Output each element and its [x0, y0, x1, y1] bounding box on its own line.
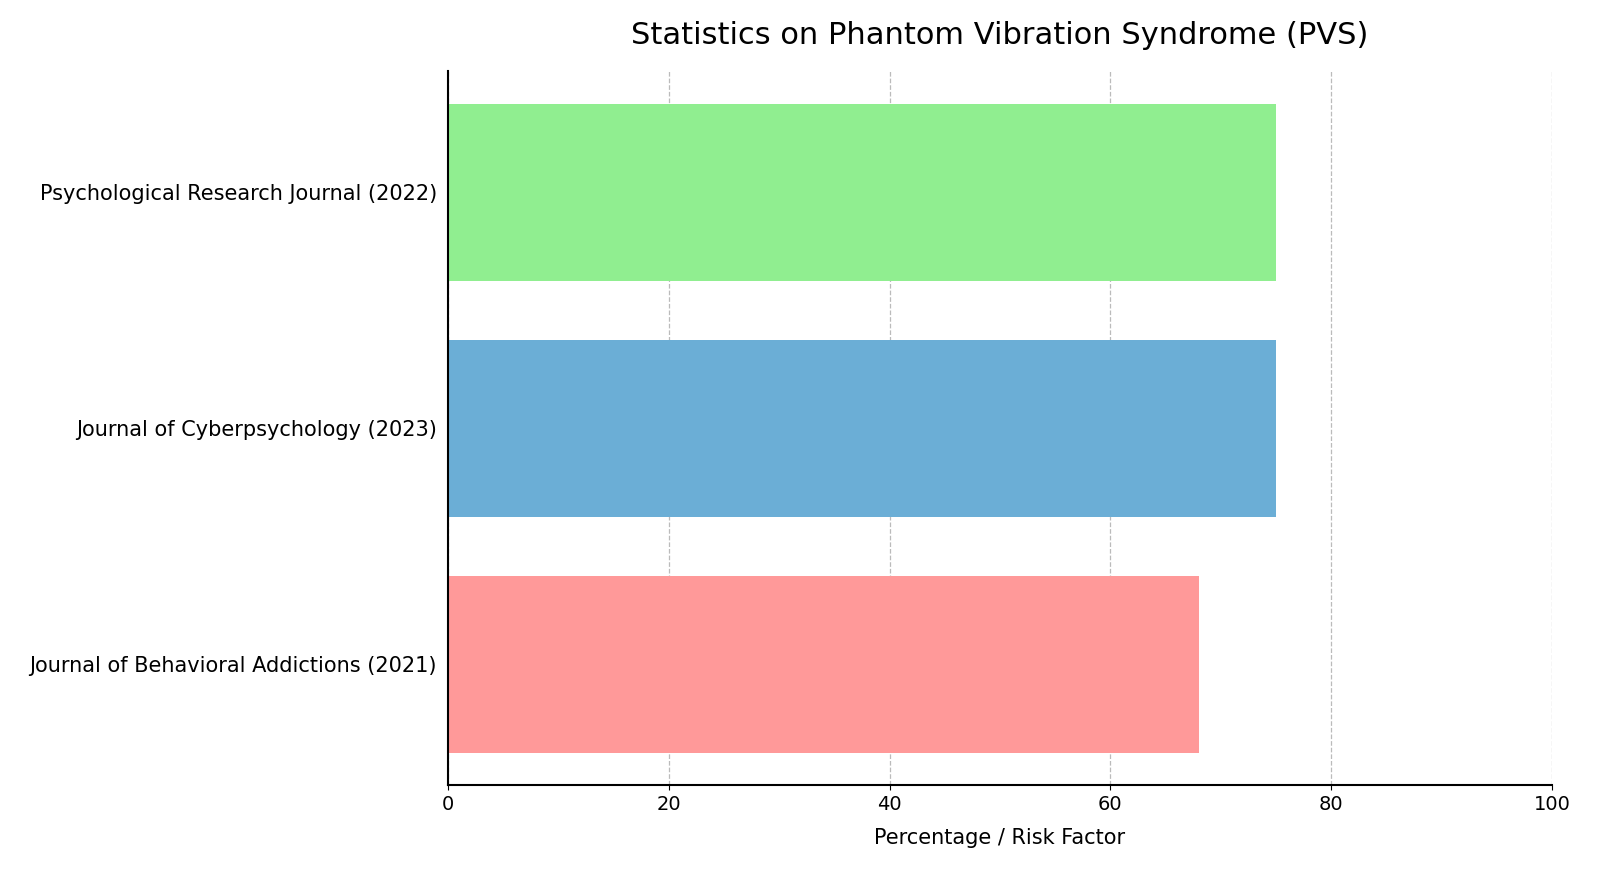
Bar — [448, 340, 1277, 516]
Bar — [448, 103, 1277, 281]
Title: Statistics on Phantom Vibration Syndrome (PVS): Statistics on Phantom Vibration Syndrome… — [632, 21, 1368, 50]
Bar — [448, 575, 1198, 753]
X-axis label: Percentage / Risk Factor: Percentage / Risk Factor — [875, 828, 1125, 847]
